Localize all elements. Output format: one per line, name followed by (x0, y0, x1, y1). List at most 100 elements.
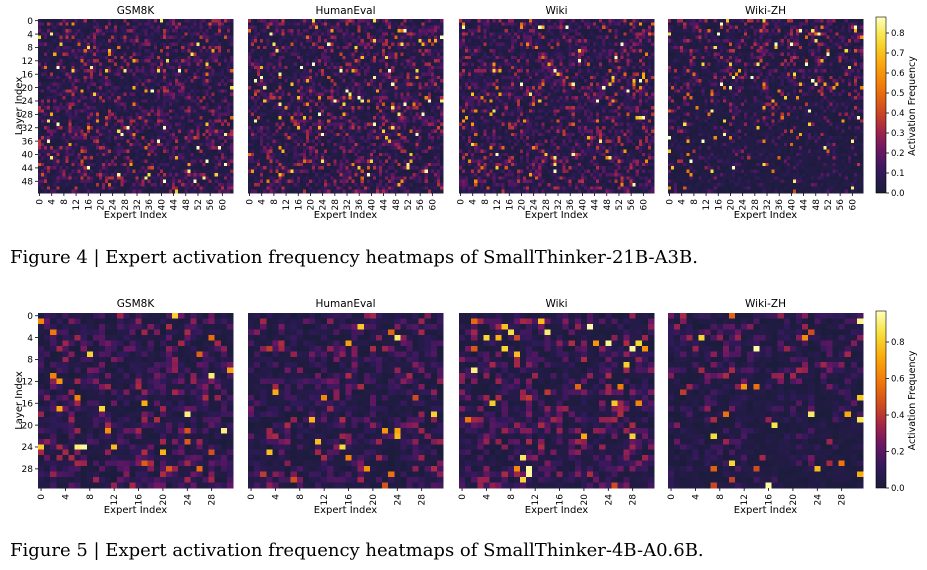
heatmap-cell (153, 45, 158, 50)
heatmap-cell (181, 172, 185, 177)
heatmap-cell (397, 42, 401, 47)
heatmap-cell (333, 99, 337, 104)
heatmap-cell (108, 149, 112, 154)
heatmap-cell (175, 92, 179, 97)
heatmap-cell (172, 29, 176, 33)
heatmap-cell (415, 69, 419, 73)
heatmap-cell (397, 92, 401, 97)
heatmap-cell (38, 85, 42, 90)
heatmap-cell (372, 62, 377, 67)
heatmap-cell (324, 95, 328, 100)
heatmap-cell (41, 35, 45, 40)
heatmap-cell (108, 189, 112, 194)
heatmap-cell (281, 32, 285, 37)
heatmap-cell (296, 35, 301, 40)
heatmap-cell (315, 25, 319, 30)
heatmap-cell (95, 119, 100, 124)
heatmap-cell (111, 126, 115, 130)
heatmap-cell (199, 65, 203, 70)
heatmap-cell (108, 112, 112, 117)
heatmap-cell (296, 19, 301, 23)
heatmap-cell (269, 62, 273, 67)
heatmap-cell (223, 69, 228, 73)
heatmap-cell (308, 72, 313, 77)
heatmap-cell (165, 136, 170, 140)
heatmap-cell (38, 189, 42, 194)
heatmap-cell (430, 59, 435, 63)
heatmap-cell (214, 136, 219, 140)
heatmap-cell (348, 49, 352, 53)
heatmap-cell (284, 65, 288, 70)
heatmap-cell (336, 45, 340, 50)
heatmap-cell (351, 22, 355, 27)
heatmap-cell (172, 102, 176, 107)
heatmap-cell (348, 72, 352, 77)
heatmap-cell (120, 139, 124, 144)
heatmap-cell (181, 129, 185, 134)
heatmap-cell (439, 65, 444, 70)
heatmap-cell (223, 72, 228, 77)
heatmap-cell (415, 89, 419, 93)
heatmap-cell (369, 59, 374, 63)
heatmap-cell (196, 99, 200, 104)
heatmap-cell (184, 29, 188, 33)
heatmap-cell (98, 159, 103, 164)
heatmap-cell (424, 62, 429, 67)
heatmap-cell (132, 72, 136, 77)
heatmap-cell (409, 45, 413, 50)
heatmap-cell (214, 182, 219, 187)
heatmap-cell (38, 162, 42, 167)
heatmap-cell (299, 19, 304, 23)
heatmap-cell (281, 69, 285, 73)
heatmap-cell (120, 172, 124, 177)
heatmap-cell (375, 52, 380, 57)
heatmap-cell (65, 102, 69, 107)
heatmap-cell (101, 25, 106, 30)
heatmap-cell (117, 19, 121, 23)
heatmap-cell (156, 65, 161, 70)
heatmap-cell (363, 42, 368, 47)
heatmap-cell (220, 52, 225, 57)
heatmap-cell (388, 45, 392, 50)
heatmap-cell (41, 72, 45, 77)
heatmap-cell (111, 122, 115, 127)
heatmap-cell (77, 122, 82, 127)
heatmap-cell (406, 32, 410, 37)
heatmap-cell (77, 132, 82, 137)
heatmap-cell (74, 162, 78, 167)
heatmap-cell (360, 92, 365, 97)
heatmap-cell (178, 22, 182, 27)
heatmap-cell (354, 89, 359, 93)
heatmap-cell (153, 35, 158, 40)
heatmap-cell (38, 169, 42, 174)
heatmap-cell (147, 136, 152, 140)
heatmap-cell (397, 22, 401, 27)
heatmap-cell (56, 92, 60, 97)
heatmap-cell (178, 92, 182, 97)
heatmap-cell (357, 62, 362, 67)
heatmap-cell (175, 62, 179, 67)
heatmap-cell (71, 149, 75, 154)
heatmap-cell (263, 95, 267, 100)
heatmap-cell (162, 156, 167, 160)
heatmap-cell (254, 19, 258, 23)
heatmap-cell (348, 99, 352, 104)
heatmap-cell (62, 25, 66, 30)
heatmap-cell (38, 112, 42, 117)
heatmap-cell (409, 62, 413, 67)
heatmap-cell (327, 49, 331, 53)
heatmap-cell (229, 126, 234, 130)
heatmap-cell (220, 99, 225, 104)
heatmap-cell (418, 69, 423, 73)
heatmap-cell (80, 176, 85, 180)
heatmap-cell (114, 156, 118, 160)
heatmap-cell (141, 29, 145, 33)
heatmap-cell (424, 25, 429, 30)
heatmap-cell (229, 109, 234, 114)
heatmap-cell (38, 176, 42, 180)
heatmap-cell (351, 69, 355, 73)
heatmap-cell (388, 65, 392, 70)
heatmap-cell (354, 85, 359, 90)
heatmap-cell (193, 179, 197, 184)
heatmap-cell (95, 79, 100, 83)
